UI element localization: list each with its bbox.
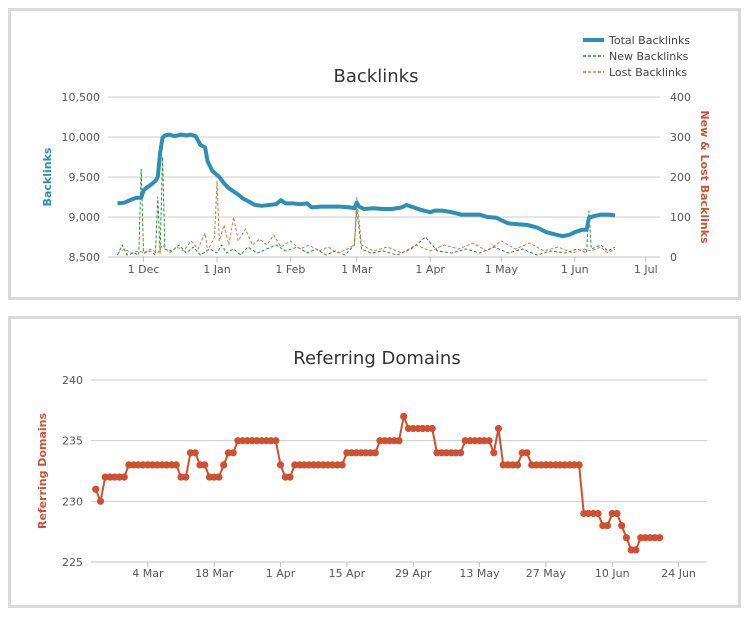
data-point[interactable] xyxy=(618,522,626,530)
data-point[interactable] xyxy=(272,437,280,445)
x-tick-label: 24 Jun xyxy=(661,567,696,580)
x-tick-label: 29 Apr xyxy=(395,567,432,580)
x-tick-label: 1 Dec xyxy=(128,263,160,276)
data-point[interactable] xyxy=(594,509,602,518)
chart-title: Backlinks xyxy=(334,66,419,87)
data-point[interactable] xyxy=(490,449,498,457)
y-right-tick-label: 0 xyxy=(670,251,677,264)
y-tick-label: 235 xyxy=(62,435,83,448)
data-point[interactable] xyxy=(371,449,379,457)
x-tick-label: 15 Apr xyxy=(329,567,366,580)
legend-item-label[interactable]: Lost Backlinks xyxy=(609,66,687,79)
y-tick-label: 225 xyxy=(62,556,83,569)
data-point[interactable] xyxy=(603,522,612,530)
y-right-tick-label: 200 xyxy=(670,171,691,184)
data-point[interactable] xyxy=(229,449,237,457)
series-line-referring-domains xyxy=(94,415,660,551)
y-left-tick-label: 8,500 xyxy=(69,251,101,264)
data-point[interactable] xyxy=(191,449,199,457)
x-tick-label: 1 Mar xyxy=(341,263,373,276)
data-point[interactable] xyxy=(400,412,408,420)
y-left-tick-label: 9,000 xyxy=(69,211,101,224)
referring-domains-chart-panel: Referring Domains 240 235 230 225 4 Mar 18 Mar… xyxy=(8,316,741,608)
data-point[interactable] xyxy=(428,424,436,433)
data-point[interactable] xyxy=(513,461,522,469)
x-tick-label: 4 Mar xyxy=(132,567,164,580)
data-point[interactable] xyxy=(120,473,128,481)
x-tick-label: 1 Jul xyxy=(634,263,658,276)
backlinks-chart-panel: Backlinks 10,500 10,000 9,500 9,000 8,500 400 3… xyxy=(8,8,741,300)
data-point[interactable] xyxy=(201,461,209,469)
backlinks-chart: Backlinks 10,500 10,000 9,500 9,000 8,500 400 3… xyxy=(41,34,711,276)
x-tick-label: 10 Jun xyxy=(595,567,630,580)
y-axis-label-left: Backlinks xyxy=(41,147,54,206)
x-tick-label: 1 Jun xyxy=(561,263,589,276)
x-tick-label: 1 Apr xyxy=(415,263,445,276)
x-tick-label: 27 May xyxy=(526,567,567,580)
legend-item-label[interactable]: Total Backlinks xyxy=(608,34,690,47)
data-point[interactable] xyxy=(656,534,664,542)
data-point[interactable] xyxy=(485,437,493,445)
series-line-total-backlinks xyxy=(117,132,616,239)
data-point[interactable] xyxy=(622,534,631,542)
x-tick-label: 1 Jan xyxy=(203,263,230,276)
y-axis-label-right: New & Lost Backlinks xyxy=(698,110,711,244)
x-tick-label: 1 Apr xyxy=(266,567,296,580)
x-tick-label: 18 Mar xyxy=(195,567,234,580)
data-point[interactable] xyxy=(457,449,465,457)
data-point[interactable] xyxy=(338,461,346,469)
y-right-tick-label: 400 xyxy=(670,91,691,104)
y-left-tick-label: 9,500 xyxy=(69,171,101,184)
data-point[interactable] xyxy=(395,437,403,445)
x-tick-label: 13 May xyxy=(459,567,500,580)
data-point[interactable] xyxy=(220,461,228,469)
x-tick-label: 1 Feb xyxy=(275,263,305,276)
data-point[interactable] xyxy=(613,509,621,518)
data-point[interactable] xyxy=(182,473,190,481)
referring-domains-chart: Referring Domains 240 235 230 225 4 Mar 18 Mar… xyxy=(36,348,707,580)
data-point[interactable] xyxy=(632,546,640,554)
y-axis-label: Referring Domains xyxy=(36,413,49,530)
y-tick-label: 230 xyxy=(62,495,83,508)
y-right-tick-label: 100 xyxy=(670,211,691,224)
x-tick-label: 1 May xyxy=(485,263,519,276)
series-line-lost-backlinks xyxy=(117,180,616,254)
data-point[interactable] xyxy=(276,461,285,469)
legend-item-label[interactable]: New Backlinks xyxy=(609,50,689,63)
data-point[interactable] xyxy=(215,473,223,481)
data-point[interactable] xyxy=(286,473,294,481)
data-point[interactable] xyxy=(172,461,180,469)
data-point[interactable] xyxy=(96,497,105,505)
data-point[interactable] xyxy=(494,424,503,433)
y-left-tick-label: 10,500 xyxy=(62,91,101,104)
series-line-new-backlinks xyxy=(117,156,616,256)
y-left-tick-label: 10,000 xyxy=(62,131,101,144)
data-point[interactable] xyxy=(575,461,583,469)
y-right-tick-label: 300 xyxy=(670,131,691,144)
data-point[interactable] xyxy=(523,449,531,457)
chart-title: Referring Domains xyxy=(293,348,460,369)
data-point[interactable] xyxy=(92,485,100,493)
y-tick-label: 240 xyxy=(62,374,83,387)
